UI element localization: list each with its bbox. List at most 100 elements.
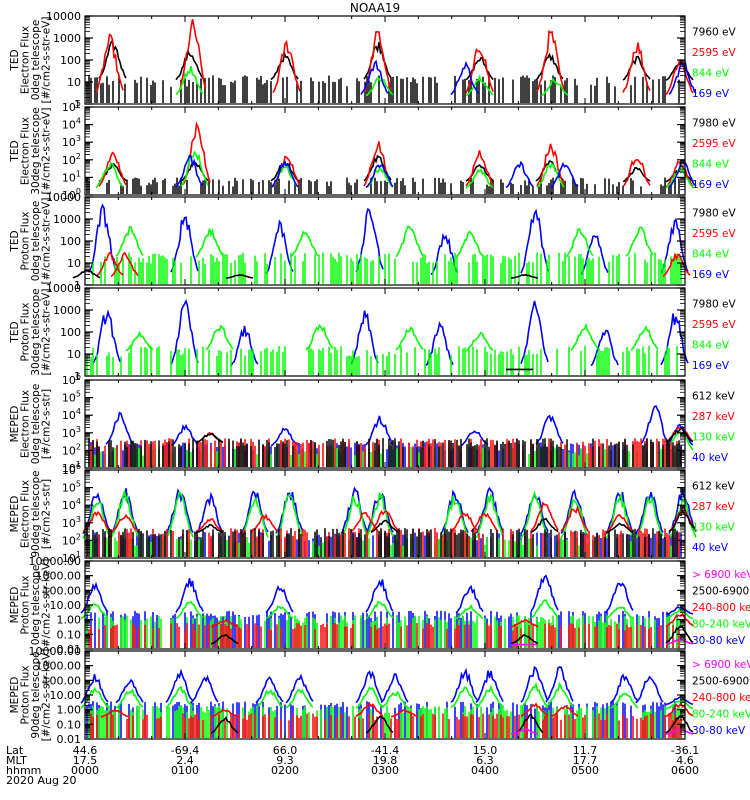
series-peak [170, 216, 199, 273]
footer-mlt-value: 4.6 [676, 754, 694, 767]
footer-mlt-value: 9.3 [276, 754, 294, 767]
y-tick-label: 104 [62, 117, 81, 132]
series-peak [175, 600, 204, 620]
series-peak [605, 491, 634, 535]
series-2500-6900 [210, 713, 694, 735]
series-peak [363, 42, 392, 80]
y-tick-label: 10000.00 [29, 555, 82, 568]
series-7980-ev [72, 269, 539, 279]
series-peak [565, 227, 594, 258]
series-peak [180, 150, 209, 187]
series-peak [170, 298, 199, 366]
series-peak [665, 701, 694, 718]
footer-hhmm-value: 0600 [671, 764, 699, 777]
series-peak [380, 690, 409, 709]
series-peak [665, 625, 694, 644]
legend-entry: 40 keV [692, 452, 729, 464]
series-peak [510, 634, 539, 645]
footer-lat-value: 15.0 [472, 744, 498, 757]
y-tick-label: 1000.00 [36, 660, 82, 673]
series-peak [665, 638, 694, 645]
series-peak [175, 66, 204, 96]
series-peak [520, 300, 549, 364]
series-peak [95, 161, 124, 189]
series-peak [622, 158, 651, 187]
y-tick-label: 100 [60, 54, 81, 67]
series-844-ev [86, 322, 678, 375]
y-axis-label: MEPEDProton Flux0deg telescope[#/cm2-s-s… [9, 559, 53, 652]
y-axis-label: TEDProton Flux30deg telescope[#/cm2-s-st… [9, 288, 53, 375]
series-peak [605, 606, 634, 620]
series-peak [190, 674, 219, 704]
series-peak [550, 705, 579, 718]
y-axis-label: TEDProton Flux0deg telescope[#/cm2-s-str… [9, 198, 53, 285]
series-peak [665, 608, 694, 620]
series-peak [170, 423, 199, 447]
legend-entry: 612 keV [692, 480, 736, 492]
series-7980-ev [86, 154, 694, 194]
y-tick-label: 0.01 [57, 643, 82, 656]
series-peak [390, 709, 419, 718]
series-peak [265, 585, 294, 614]
series-2500-6900 [210, 625, 694, 645]
series-peak [210, 633, 239, 645]
series-peak [635, 495, 664, 539]
series-peak [165, 490, 194, 539]
series-peak [535, 414, 564, 445]
footer-hhmm-value: 0300 [371, 764, 399, 777]
series-169-ev [88, 203, 689, 276]
y-axis-label: MEPEDElectron Flux0deg telescope[#/cm2-s… [9, 384, 53, 465]
series-peak [95, 251, 124, 278]
series-peak [475, 670, 504, 703]
series-peak [668, 161, 697, 188]
series-peak [450, 686, 479, 709]
y-tick-label: 105 [62, 390, 81, 405]
y-tick-label: 100 [62, 187, 81, 202]
series-peak [668, 509, 697, 533]
series-peak [285, 673, 314, 704]
series-peak [365, 76, 394, 97]
series-peak [510, 619, 539, 628]
y-tick-label: 103 [62, 134, 81, 149]
series-peak [115, 688, 144, 709]
series-peak [195, 227, 224, 258]
legend-entry: 2595 eV [692, 138, 737, 150]
series-peak [668, 61, 697, 95]
series-peak [175, 154, 204, 188]
y-tick-label: 105 [62, 99, 81, 114]
series-peak [605, 582, 634, 613]
y-tick-label: 1000 [53, 304, 81, 317]
legend-entry: 169 eV [692, 360, 730, 372]
footer-date: 2020 Aug 20 [6, 774, 77, 787]
series-peak [165, 685, 194, 709]
y-tick-label: 1000 [53, 32, 81, 45]
series-peak [360, 59, 389, 95]
panel-6: 101 102 103 104 105 106 MEPEDElectron Flux90de… [9, 462, 736, 565]
series-peak [535, 52, 564, 81]
panel-frame [84, 287, 686, 377]
series-peak [370, 519, 399, 534]
footer-row-label: Lat [6, 744, 24, 757]
y-tick-label: 1.00 [57, 614, 82, 627]
series-peak [530, 517, 559, 533]
legend-entry: 612 keV [692, 390, 736, 402]
y-tick-label: 1000 [53, 213, 81, 226]
legend-entry: 7960 eV [692, 26, 737, 38]
series-peak [255, 689, 284, 709]
footer-lat-value: 66.0 [272, 744, 298, 757]
y-tick-label: 102 [62, 532, 81, 547]
series-peak [380, 673, 409, 704]
series-peak [365, 600, 394, 619]
series-peak [515, 713, 544, 734]
series-peak [195, 518, 224, 533]
series-peak [115, 226, 144, 257]
series-peak [395, 225, 424, 258]
legend-entry: 30-80 keV [692, 635, 746, 647]
legend-entry: 169 eV [692, 88, 730, 100]
series-peak [510, 727, 539, 735]
series-peak [465, 47, 494, 94]
y-tick-label: 100.00 [43, 674, 82, 687]
y-axis-label: TEDElectron Flux30deg telescope[#/cm2-s-… [9, 107, 53, 194]
series-peak [520, 665, 549, 703]
series-peak [365, 579, 394, 613]
